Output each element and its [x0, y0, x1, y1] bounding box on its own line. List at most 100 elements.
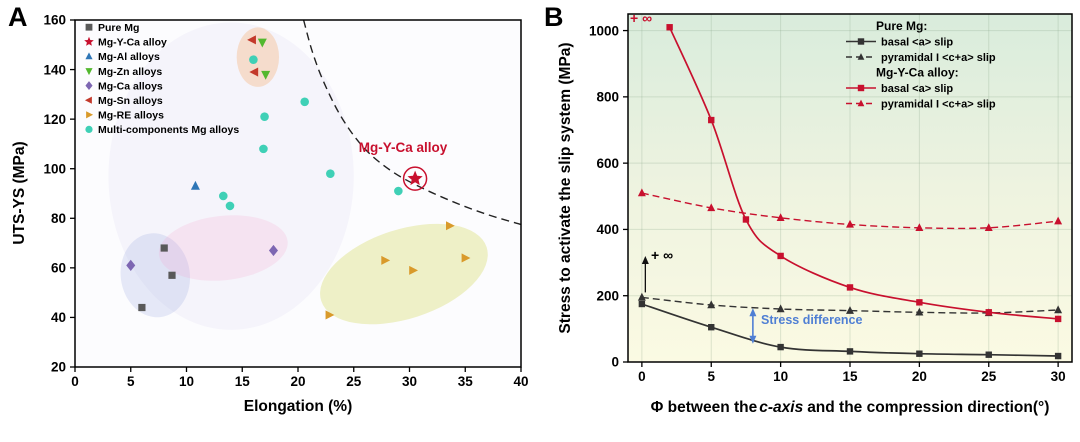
x-tick-label: 5: [707, 369, 715, 384]
legend-label: Mg-Ca alloys: [98, 80, 163, 92]
panel-a-chart: 0 5 10 15 20 25 30 35 40 20 40 60 80 100 120 140 160 Pure…: [43, 13, 528, 389]
legend-label: basal <a> slip: [881, 83, 953, 95]
triangle-up-marker: [707, 300, 716, 309]
series-pure-mg: [138, 244, 176, 312]
panel-b-y-axis-label: Stress to activate the slip system (MPa): [557, 42, 574, 334]
square-marker: [160, 244, 168, 252]
x-tick-label: 30: [402, 374, 417, 389]
group-region: [236, 27, 280, 87]
infinity-annotation-red: + ∞: [630, 10, 653, 26]
boundary-dashed-curve: [302, 19, 522, 226]
triangle-up-marker: [857, 53, 865, 60]
circle-marker: [260, 112, 269, 121]
legend-label: pyramidal I <c+a> slip: [881, 99, 996, 111]
legend-label: Mg-Sn alloys: [98, 95, 163, 107]
triangle-up-marker: [190, 180, 200, 190]
x-tick-label: 0: [638, 369, 646, 384]
legend-title: Mg-Y-Ca alloy:: [876, 66, 959, 80]
legend-label: Mg-Al alloys: [98, 51, 160, 63]
circle-marker: [218, 191, 228, 201]
x-tick-label: 10: [179, 374, 194, 389]
star-marker: [407, 170, 423, 186]
x-tick-label: 5: [127, 374, 135, 389]
square-marker: [916, 350, 923, 357]
series-mg-y-ca-alloy-pyramidal-i-c-a-slip: [637, 188, 1063, 232]
group-region: [158, 215, 288, 281]
triangle-up-marker: [776, 304, 785, 313]
triangle-right-marker: [381, 255, 391, 265]
square-marker: [985, 309, 992, 316]
square-marker: [985, 351, 992, 358]
y-tick-label: 140: [43, 62, 66, 77]
x-tick-label: 20: [290, 374, 305, 389]
mgyca-annotation: Mg-Y-Ca alloy: [358, 140, 448, 155]
triangle-up-marker: [1054, 305, 1063, 314]
square-marker: [708, 324, 715, 331]
highlight-regions: [108, 22, 488, 330]
circle-marker: [326, 169, 335, 178]
legend-label: Multi-components Mg alloys: [98, 124, 239, 136]
circle-marker: [259, 144, 268, 154]
square-marker: [777, 252, 784, 260]
series-mg-y-ca-alloy-basal-a-slip: [666, 24, 1062, 323]
panel-a-x-axis-label: Elongation (%): [243, 398, 353, 415]
group-region: [108, 22, 354, 330]
triangle-up-marker: [707, 203, 716, 212]
series-mg-sn-alloys: [247, 35, 259, 77]
y-tick-label: 40: [51, 310, 66, 325]
square-marker: [85, 23, 93, 31]
x-tick-label: 35: [458, 374, 474, 389]
triangle-down-marker: [261, 70, 271, 80]
circle-marker: [249, 55, 258, 64]
triangle-right-marker: [325, 310, 335, 320]
group-region: [320, 223, 488, 325]
x-tick-label: 25: [981, 369, 997, 384]
triangle-up-marker: [984, 223, 993, 232]
triangle-down-marker: [257, 38, 267, 48]
square-marker: [916, 299, 923, 306]
triangle-up-marker: [915, 223, 924, 232]
panel-b: 0 5 10 15 20 25 30 0 200 400 600 800 1000 Pure Mg: bas…: [540, 0, 1080, 442]
y-tick-label: 0: [611, 355, 619, 370]
y-tick-label: 400: [596, 222, 619, 237]
x-tick-label: 25: [346, 374, 362, 389]
x-tick-label: 15: [235, 374, 251, 389]
infinity-annotation-black: + ∞: [651, 247, 674, 263]
y-tick-label: 80: [51, 211, 66, 226]
square-marker: [638, 300, 646, 308]
infinity-arrow-black: [641, 255, 649, 293]
x-tick-label: 40: [513, 374, 528, 389]
series-mg-re-alloys: [325, 221, 471, 320]
triangle-up-marker: [857, 99, 865, 107]
y-tick-label: 120: [43, 112, 66, 127]
legend-title: Pure Mg:: [876, 19, 927, 33]
stress-difference-annotation: Stress difference: [761, 313, 863, 327]
panel-b-chart: 0 5 10 15 20 25 30 0 200 400 600 800 1000 Pure Mg: bas…: [589, 13, 1073, 384]
y-tick-label: 1000: [589, 23, 619, 38]
y-tick-label: 60: [51, 261, 66, 276]
group-region: [120, 233, 191, 318]
circle-marker: [394, 186, 403, 196]
x-tick-label: 10: [773, 369, 788, 384]
panel-a-legend: Pure Mg Mg-Y-Ca alloy Mg-Al alloys Mg-Zn al…: [84, 22, 239, 136]
y-tick-label: 160: [43, 13, 66, 28]
triangle-up-marker: [846, 306, 854, 314]
square-marker: [1054, 352, 1062, 360]
diamond-marker: [268, 244, 278, 257]
triangle-up-marker: [846, 219, 854, 228]
circle-marker: [225, 201, 235, 211]
triangle-up-marker: [1054, 216, 1063, 225]
x-tick-label: 0: [71, 374, 79, 389]
square-marker: [138, 303, 146, 312]
panel-a-y-axis-label: UTS-YS (MPa): [11, 141, 28, 245]
series-mg-al-alloys: [190, 180, 200, 190]
axes-ticks: 0 5 10 15 20 25 30 35 40 20 40 60 80 100 120 140 160: [43, 13, 528, 389]
series-mg-y-ca-alloy: [407, 170, 423, 186]
mgyca-highlight-circle: [402, 166, 428, 191]
square-marker: [168, 271, 176, 279]
square-marker: [742, 216, 750, 223]
square-marker: [708, 116, 715, 124]
triangle-up-marker: [637, 188, 646, 197]
xlabel-c-axis: c-axis: [759, 399, 804, 416]
